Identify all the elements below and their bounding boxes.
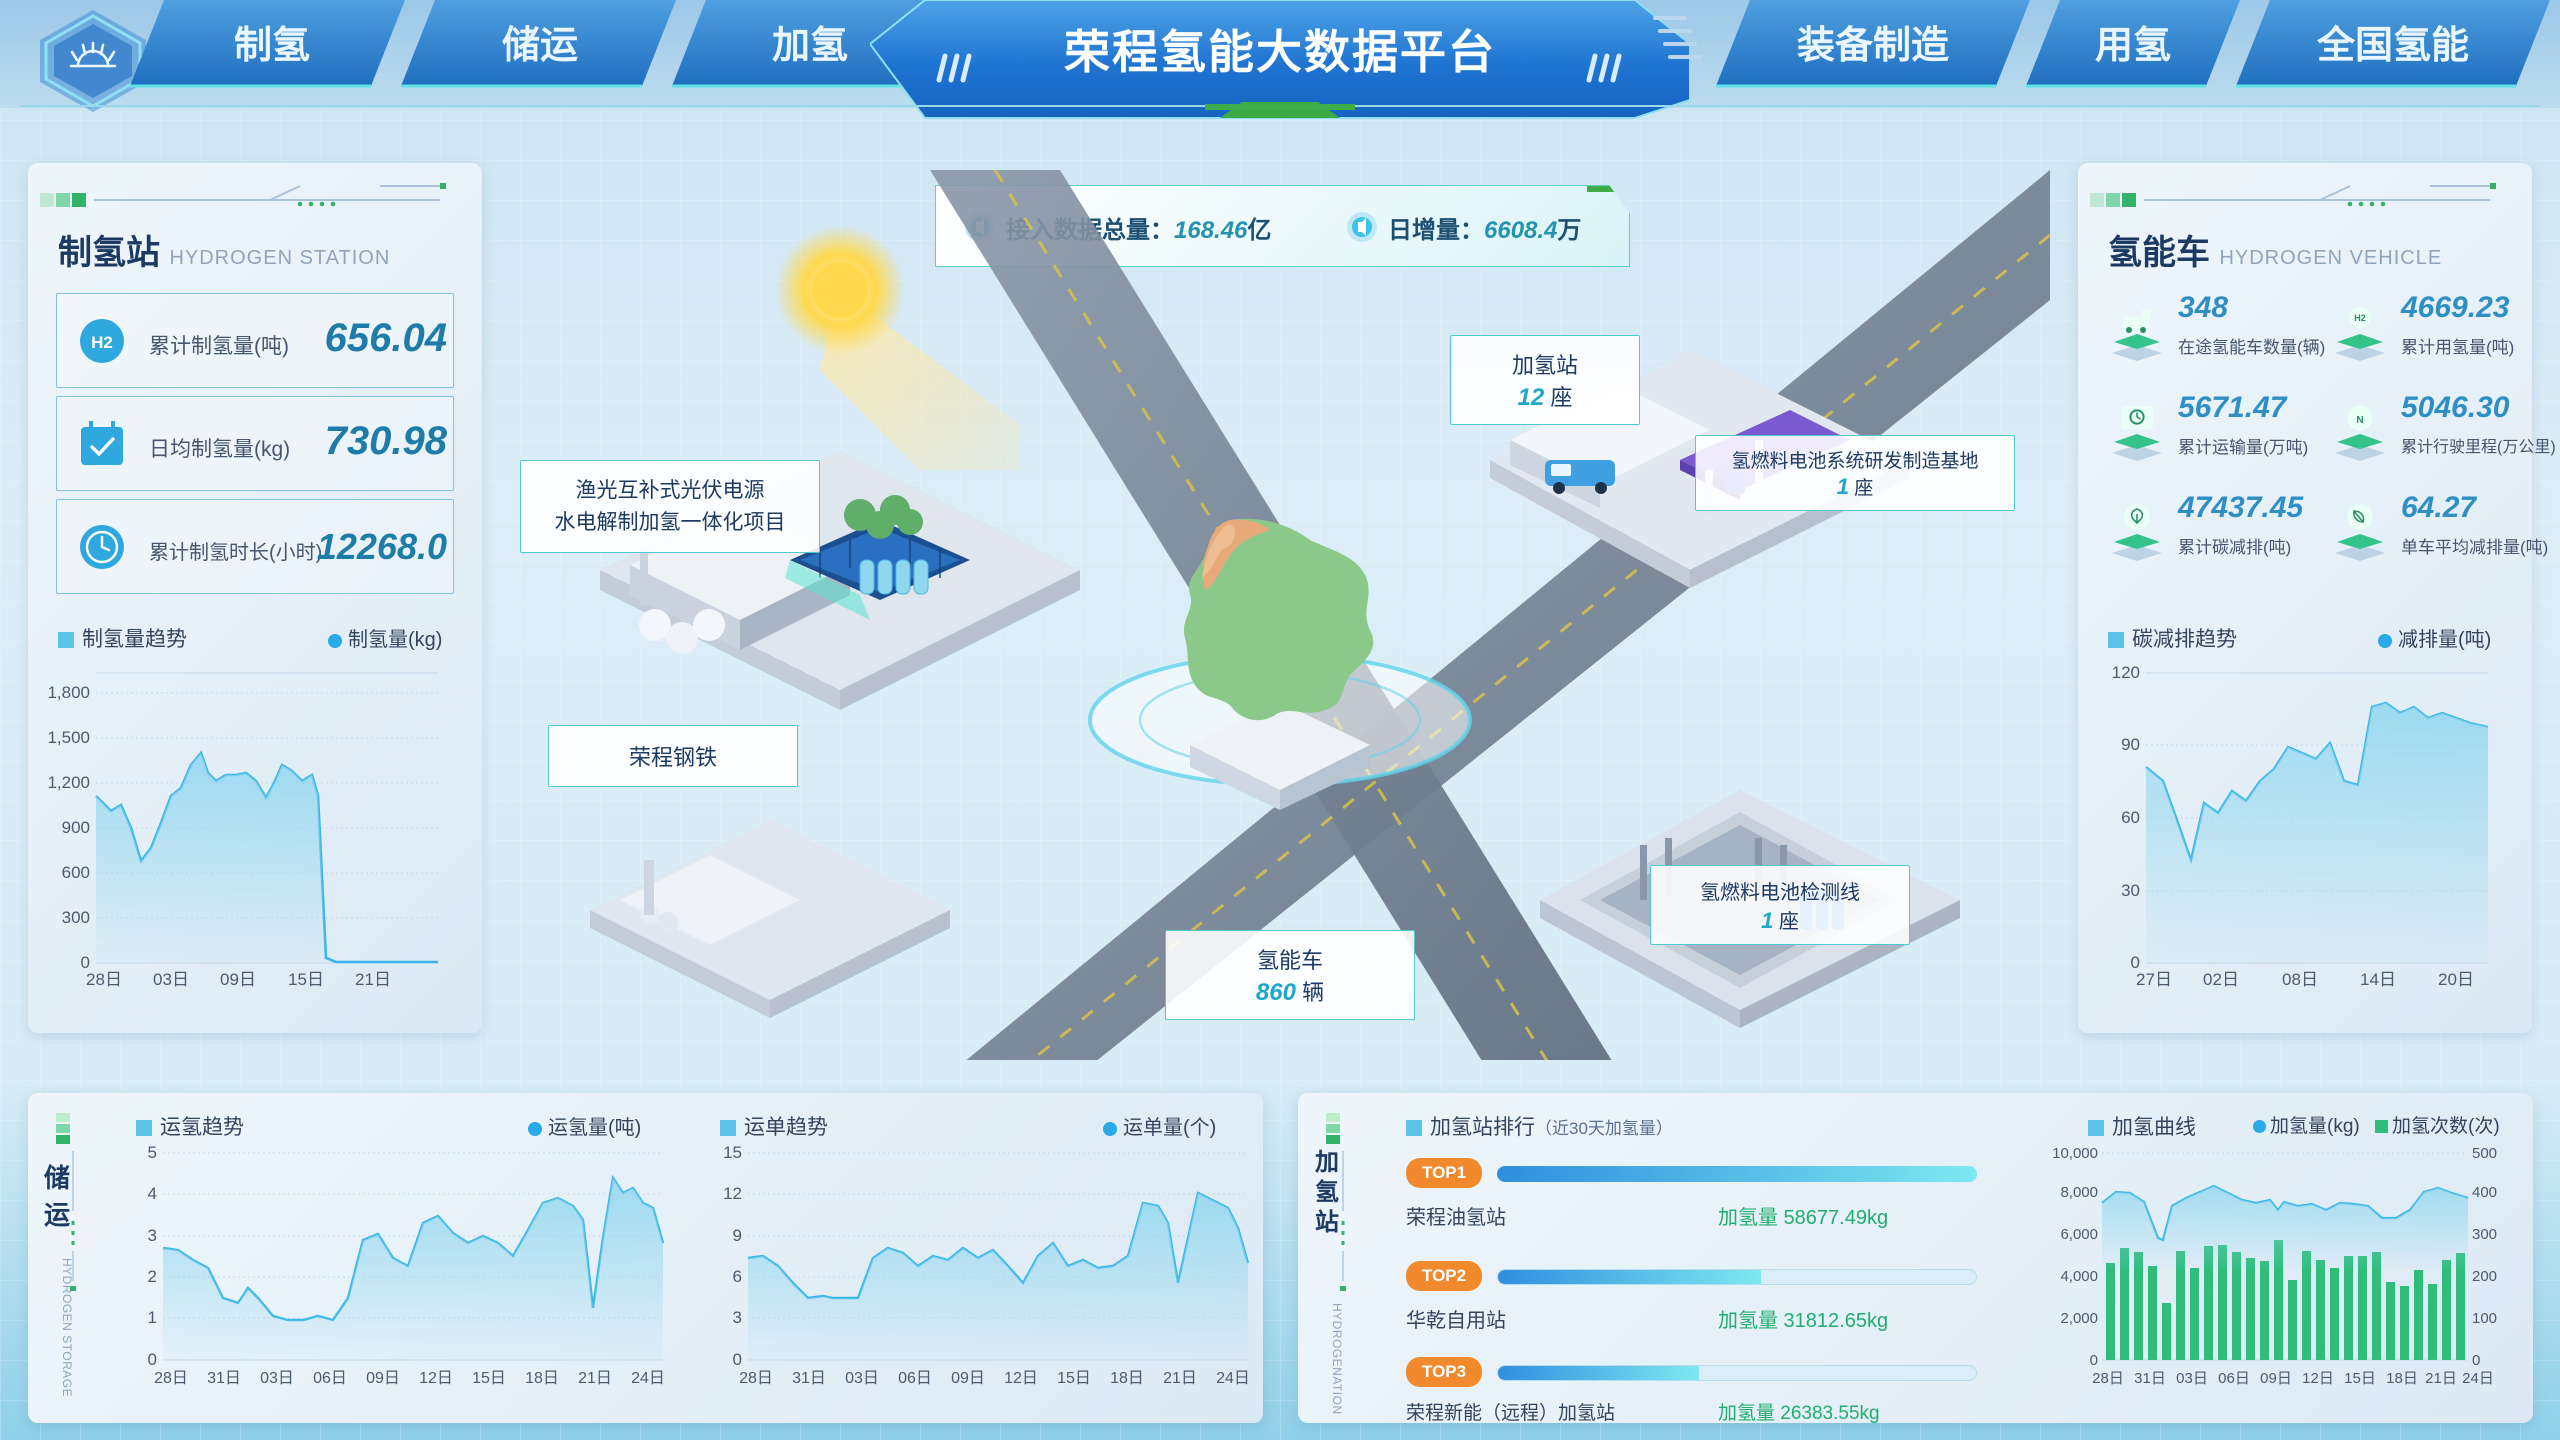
svg-text:1,200: 1,200 (47, 773, 90, 792)
svg-text:9: 9 (733, 1226, 742, 1245)
svg-text:12日: 12日 (2302, 1370, 2334, 1387)
svg-text:制氢: 制氢 (234, 25, 310, 67)
svg-text:4: 4 (148, 1184, 157, 1203)
svg-text:4,000: 4,000 (2060, 1268, 2098, 1285)
svg-text:300: 300 (62, 908, 90, 927)
svg-text:120: 120 (2112, 663, 2140, 682)
svg-text:31日: 31日 (207, 1370, 241, 1387)
svg-text:H2: H2 (2354, 313, 2366, 323)
svg-text:31日: 31日 (2134, 1370, 2166, 1387)
svg-text:21日: 21日 (2425, 1370, 2457, 1387)
svg-text:1: 1 (148, 1308, 157, 1327)
svg-text:06日: 06日 (2218, 1370, 2250, 1387)
svg-text:2: 2 (148, 1267, 157, 1286)
svg-text:24日: 24日 (631, 1370, 665, 1387)
svg-text:6: 6 (733, 1267, 742, 1286)
svg-text:06日: 06日 (313, 1370, 347, 1387)
svg-text:400: 400 (2472, 1184, 2497, 1201)
svg-text:900: 900 (62, 818, 90, 837)
svg-text:300: 300 (2472, 1226, 2497, 1243)
svg-text:N: N (2356, 415, 2363, 426)
svg-text:21日: 21日 (355, 970, 391, 989)
svg-text:21日: 21日 (1163, 1370, 1197, 1387)
svg-text:09日: 09日 (220, 970, 256, 989)
svg-text:200: 200 (2472, 1268, 2497, 1285)
svg-text:0: 0 (733, 1350, 742, 1369)
svg-text:21日: 21日 (578, 1370, 612, 1387)
svg-text:30: 30 (2121, 881, 2140, 900)
svg-text:18日: 18日 (525, 1370, 559, 1387)
svg-text:储运: 储运 (502, 25, 578, 67)
svg-text:28日: 28日 (739, 1370, 773, 1387)
svg-text:15日: 15日 (472, 1370, 506, 1387)
svg-text:0: 0 (2090, 1352, 2098, 1369)
svg-text:18日: 18日 (1110, 1370, 1144, 1387)
svg-text:28日: 28日 (2092, 1370, 2124, 1387)
svg-text:15日: 15日 (288, 970, 324, 989)
svg-text:08日: 08日 (2282, 970, 2318, 989)
svg-text:15日: 15日 (2344, 1370, 2376, 1387)
svg-text:15日: 15日 (1057, 1370, 1091, 1387)
svg-text:1,800: 1,800 (47, 683, 90, 702)
svg-text:0: 0 (2472, 1352, 2480, 1369)
svg-text:3: 3 (733, 1308, 742, 1327)
svg-text:28日: 28日 (154, 1370, 188, 1387)
svg-text:20日: 20日 (2438, 970, 2474, 989)
svg-text:03日: 03日 (153, 970, 189, 989)
svg-text:09日: 09日 (2260, 1370, 2292, 1387)
svg-text:2,000: 2,000 (2060, 1310, 2098, 1327)
svg-text:H2: H2 (91, 333, 113, 352)
svg-text:100: 100 (2472, 1310, 2497, 1327)
svg-text:18日: 18日 (2386, 1370, 2418, 1387)
svg-text:03日: 03日 (2176, 1370, 2208, 1387)
svg-text:03日: 03日 (845, 1370, 879, 1387)
svg-text:15: 15 (723, 1143, 742, 1162)
svg-text:24日: 24日 (2462, 1370, 2494, 1387)
svg-text:90: 90 (2121, 735, 2140, 754)
svg-text:8,000: 8,000 (2060, 1184, 2098, 1201)
svg-text:600: 600 (62, 863, 90, 882)
svg-text:31日: 31日 (792, 1370, 826, 1387)
svg-text:06日: 06日 (898, 1370, 932, 1387)
svg-text:6,000: 6,000 (2060, 1226, 2098, 1243)
svg-text:09日: 09日 (951, 1370, 985, 1387)
svg-text:27日: 27日 (2136, 970, 2172, 989)
svg-text:装备制造: 装备制造 (1797, 25, 1949, 67)
svg-text:12日: 12日 (1004, 1370, 1038, 1387)
svg-text:09日: 09日 (366, 1370, 400, 1387)
svg-text:28日: 28日 (86, 970, 122, 989)
svg-text:02日: 02日 (2203, 970, 2239, 989)
svg-text:14日: 14日 (2360, 970, 2396, 989)
svg-text:10,000: 10,000 (2052, 1145, 2098, 1162)
svg-text:60: 60 (2121, 808, 2140, 827)
svg-text:500: 500 (2472, 1145, 2497, 1162)
svg-text:3: 3 (148, 1226, 157, 1245)
svg-text:加氢: 加氢 (772, 25, 848, 67)
svg-text:全国氢能: 全国氢能 (2316, 24, 2469, 67)
svg-text:12: 12 (723, 1184, 742, 1203)
svg-text:24日: 24日 (1216, 1370, 1250, 1387)
svg-text:03日: 03日 (260, 1370, 294, 1387)
svg-text:5: 5 (148, 1143, 157, 1162)
svg-text:12日: 12日 (419, 1370, 453, 1387)
svg-text:用氢: 用氢 (2095, 25, 2171, 67)
svg-text:1,500: 1,500 (47, 728, 90, 747)
svg-text:0: 0 (148, 1350, 157, 1369)
svg-text:荣程氢能大数据平台: 荣程氢能大数据平台 (1064, 26, 1496, 78)
